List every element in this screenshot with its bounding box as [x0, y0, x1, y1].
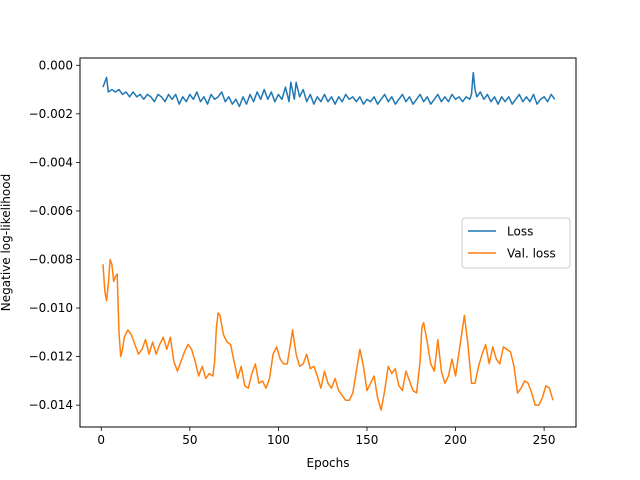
- y-axis: 0.000 −0.002 −0.004 −0.006 −0.008 −0.010 −0.01…: [29, 58, 80, 412]
- x-axis-label: Epochs: [307, 456, 350, 470]
- x-axis: 0 50 100 150 200 250: [97, 427, 556, 447]
- plot-area: [102, 71, 556, 411]
- plot-frame: [79, 57, 577, 428]
- legend-label-loss: Loss: [507, 225, 533, 239]
- x-tick-label: 50: [182, 433, 197, 447]
- y-tick-label: 0.000: [39, 58, 73, 72]
- legend-label-val-loss: Val. loss: [507, 247, 556, 261]
- y-tick-label: −0.014: [29, 398, 73, 412]
- y-axis-label: Negative log-likelihood: [0, 174, 13, 311]
- series-line-loss: [102, 71, 556, 108]
- series-line-val-loss: [102, 258, 554, 411]
- x-tick-label: 100: [267, 433, 290, 447]
- y-tick-label: −0.010: [29, 301, 73, 315]
- x-tick-label: 0: [97, 433, 105, 447]
- y-tick-label: −0.012: [29, 350, 73, 364]
- x-tick-label: 200: [444, 433, 467, 447]
- series-layer: [102, 71, 556, 411]
- y-tick-label: −0.002: [29, 107, 73, 121]
- y-tick-label: −0.008: [29, 252, 73, 266]
- y-tick-label: −0.006: [29, 204, 73, 218]
- x-tick-label: 250: [533, 433, 556, 447]
- y-tick-label: −0.004: [29, 155, 73, 169]
- x-tick-label: 150: [356, 433, 379, 447]
- legend: Loss Val. loss: [461, 217, 571, 269]
